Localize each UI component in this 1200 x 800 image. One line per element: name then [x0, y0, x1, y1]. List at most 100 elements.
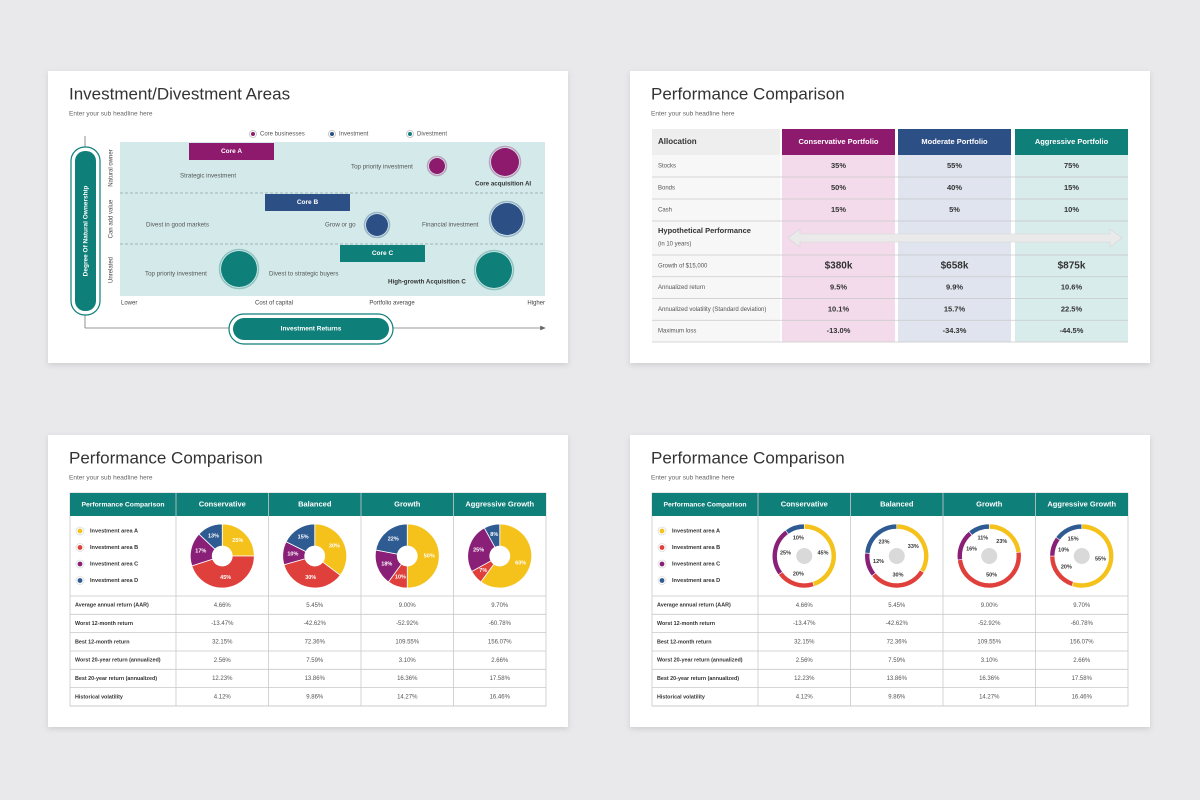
area-note: Top priority investment: [145, 271, 207, 278]
bubble: [476, 252, 512, 288]
value-label: 60%: [515, 560, 526, 566]
cell-value: -52.92%: [396, 621, 419, 627]
cell-value: $875k: [1058, 261, 1086, 272]
cell-value: -60.78%: [1071, 621, 1094, 627]
cell-value: -42.62%: [304, 621, 327, 627]
core-label: Core C: [372, 250, 394, 257]
cell-value: 9.86%: [306, 694, 324, 700]
cell-value: 32.15%: [794, 639, 815, 645]
legend-icon: [251, 132, 255, 136]
value-label: 7%: [479, 568, 487, 574]
legend-label: Divestment: [417, 132, 447, 138]
slide-subtitle: Enter your sub headline here: [651, 111, 735, 118]
donut-segment: [1055, 523, 1083, 541]
row-label: Maximum loss: [658, 329, 696, 335]
value-label: 13%: [208, 533, 219, 539]
cell-value: 3.10%: [399, 658, 417, 664]
value-label: 30%: [305, 575, 316, 581]
bubble: [491, 203, 523, 235]
value-label: 10%: [793, 535, 804, 541]
cell-value: 35%: [831, 161, 846, 170]
bubble-ring: [426, 155, 448, 177]
legend-label: Investment area B: [672, 545, 720, 551]
header-label: Performance Comparison: [81, 501, 164, 508]
value-label: 17%: [195, 549, 206, 555]
bubble-ring: [473, 249, 515, 291]
pie-hole: [304, 546, 325, 566]
row-label: Worst 20-year return (annualized): [657, 658, 743, 664]
cell-value: 156.07%: [488, 639, 512, 645]
column-body: [652, 155, 780, 342]
legend-icon: [77, 561, 83, 567]
core-box: [265, 194, 350, 211]
cell-value: 72.36%: [887, 639, 908, 645]
legend-icon: [77, 545, 83, 550]
row-label: Historical volatility: [75, 694, 123, 700]
value-label: 25%: [780, 550, 791, 556]
matrix-band: [120, 142, 545, 296]
donut-center: [888, 548, 905, 564]
x-label: Higher: [527, 301, 545, 307]
slide: Performance Comparison Enter your sub hea…: [48, 435, 568, 727]
row-label: Best 20-year return (annualized): [657, 676, 739, 682]
header-row: [652, 493, 1128, 516]
pie-hole: [212, 546, 233, 566]
pie-hole: [397, 546, 418, 566]
value-label: 16%: [966, 546, 977, 552]
column-body: [782, 155, 895, 342]
row-label: Worst 20-year return (annualized): [75, 658, 161, 664]
row-label: Annualized return: [658, 285, 705, 291]
cell-value: 9.00%: [399, 603, 417, 609]
area-note: High-growth Acquisition C: [388, 279, 466, 286]
x-axis-title: Investment Returns: [281, 326, 342, 333]
value-label: 15%: [1068, 537, 1079, 543]
donut-center: [1073, 548, 1090, 564]
x-label: Lower: [121, 301, 137, 307]
value-label: 55%: [1095, 556, 1106, 562]
value-label: 23%: [878, 539, 889, 545]
row-label: Worst 12-month return: [75, 621, 133, 627]
cell-value: 14.27%: [397, 694, 418, 700]
area-note: Core acquisition AI: [475, 181, 531, 188]
cell-value: 16.46%: [1072, 694, 1093, 700]
cell-value: 15.7%: [944, 304, 966, 313]
row-label: Average annual return (AAR): [657, 603, 731, 609]
row-label: Average annual return (AAR): [75, 603, 149, 609]
cell-value: 9.5%: [830, 283, 847, 292]
donut-center: [981, 548, 998, 564]
legend-icon: [408, 132, 412, 136]
legend-icon: [77, 528, 83, 534]
legend-label: Investment area C: [90, 561, 138, 567]
slide-title: Performance Comparison: [651, 448, 845, 467]
value-label: 12%: [873, 559, 884, 565]
legend-label: Core businesses: [260, 132, 305, 138]
area-note: Grow or go: [325, 222, 356, 229]
header-label: Aggressive Growth: [465, 499, 534, 508]
row-label: Best 12-month return: [75, 639, 130, 645]
slide-title: Performance Comparison: [651, 84, 845, 103]
cell-value: 16.46%: [490, 694, 511, 700]
legend-icon: [659, 578, 665, 583]
column-body: [898, 155, 1011, 342]
value-label: 11%: [977, 536, 988, 542]
cell-value: 2.56%: [214, 658, 232, 664]
cell-value: 9.70%: [1073, 603, 1091, 609]
cell-value: 17.58%: [490, 676, 511, 682]
cell-value: 10.1%: [828, 304, 850, 313]
header-label: Performance Comparison: [663, 501, 746, 508]
header-row: [70, 493, 546, 516]
pie-hole: [489, 546, 510, 566]
row-label: Growth of $15,000: [658, 263, 708, 269]
bubble: [221, 251, 257, 287]
header-label: Growth: [976, 499, 1003, 508]
cell-value: 40%: [947, 183, 962, 192]
range-arrow: [787, 228, 1123, 248]
value-label: 15%: [298, 535, 309, 541]
pill: [233, 318, 389, 340]
cell-value: 5.45%: [888, 603, 906, 609]
value-label: 22%: [388, 537, 399, 543]
slide-title: Performance Comparison: [69, 448, 263, 467]
cell-value: 15%: [1064, 183, 1079, 192]
header-label: Aggressive Growth: [1047, 499, 1116, 508]
